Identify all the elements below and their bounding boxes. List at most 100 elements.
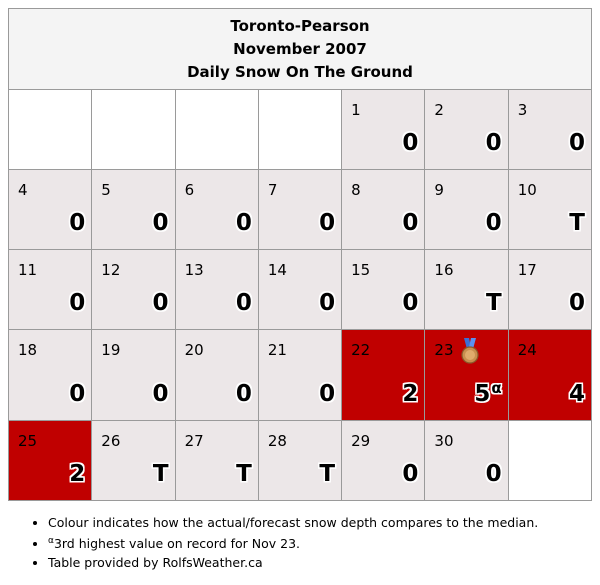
snow-depth-number: 0 bbox=[402, 461, 419, 487]
snow-depth-value: 0 bbox=[69, 210, 85, 236]
day-cell: 25 2 bbox=[7, 420, 93, 501]
day-number: 26 bbox=[101, 432, 121, 450]
day-cell: 27 T bbox=[174, 420, 259, 501]
day-cell: 26 T bbox=[91, 420, 176, 501]
note-credit: Table provided by RolfsWeather.ca bbox=[48, 553, 538, 572]
snow-depth-value: 0 bbox=[402, 461, 418, 487]
day-number: 19 bbox=[101, 341, 121, 359]
day-number: 9 bbox=[434, 181, 444, 199]
snow-depth-number: 0 bbox=[402, 210, 419, 236]
day-number: 29 bbox=[351, 432, 371, 450]
empty-day-cell bbox=[257, 89, 343, 170]
day-number: 28 bbox=[267, 432, 287, 450]
footnotes: Colour indicates how the actual/forecast… bbox=[28, 513, 538, 572]
day-number: 8 bbox=[351, 181, 361, 199]
day-cell: 21 0 bbox=[257, 329, 343, 421]
snow-depth-value: 0 bbox=[402, 290, 418, 316]
calendar-table: Toronto-Pearson November 2007 Daily Snow… bbox=[7, 8, 593, 501]
snow-depth-value: 0 bbox=[236, 210, 252, 236]
day-number: 10 bbox=[517, 181, 537, 199]
snow-depth-number: 0 bbox=[568, 130, 585, 156]
day-number: 3 bbox=[517, 101, 528, 119]
snow-depth-value: 0 bbox=[153, 210, 169, 236]
day-number: 13 bbox=[184, 261, 204, 279]
calendar-week: 4 0 5 0 6 0 7 0 8 0 9 0 10 T bbox=[7, 169, 593, 250]
calendar-week: 11 0 12 0 13 0 14 0 15 0 16 T 17 0 bbox=[7, 249, 593, 330]
snow-depth-value: 4 bbox=[569, 381, 585, 407]
snow-depth-value: 0 bbox=[486, 210, 502, 236]
snow-depth-number: 0 bbox=[319, 290, 336, 316]
day-number: 30 bbox=[434, 432, 454, 450]
snow-depth-value: 0 bbox=[236, 381, 252, 407]
empty-day-cell bbox=[7, 89, 93, 170]
snow-depth-value: 0 bbox=[402, 130, 418, 156]
snow-depth-number: 2 bbox=[402, 381, 419, 407]
day-number: 6 bbox=[184, 181, 195, 199]
day-number: 27 bbox=[184, 432, 204, 450]
footnote-mark: α bbox=[48, 536, 54, 546]
empty-day-cell bbox=[174, 89, 259, 170]
day-number: 11 bbox=[18, 261, 38, 279]
day-number: 17 bbox=[517, 261, 537, 279]
note-colour: Colour indicates how the actual/forecast… bbox=[48, 513, 538, 532]
calendar-header: Toronto-Pearson November 2007 Daily Snow… bbox=[8, 8, 592, 90]
day-number: 25 bbox=[18, 432, 38, 450]
day-cell: 19 0 bbox=[91, 329, 176, 421]
snow-depth-number: 0 bbox=[69, 290, 86, 316]
snow-depth-value: T bbox=[319, 461, 335, 487]
snow-depth-number: 0 bbox=[568, 290, 585, 316]
snow-depth-value: 0 bbox=[486, 130, 502, 156]
day-cell: 22 2 bbox=[341, 329, 426, 421]
snow-depth-value: 0 bbox=[153, 290, 169, 316]
snow-depth-number: 4 bbox=[568, 381, 585, 407]
snow-depth-value: T bbox=[486, 290, 502, 316]
day-number: 2 bbox=[434, 101, 444, 119]
snow-depth-value: T bbox=[569, 210, 585, 236]
empty-day-cell bbox=[507, 420, 593, 501]
snow-depth-value: 0 bbox=[319, 290, 335, 316]
snow-depth-number: T bbox=[485, 290, 502, 316]
snow-depth-value: 0 bbox=[402, 210, 418, 236]
footnote-text: 3rd highest value on record for Nov 23. bbox=[53, 536, 301, 551]
snow-depth-number: 5 bbox=[474, 381, 491, 407]
day-cell: 12 0 bbox=[91, 249, 176, 330]
note-footnote: α3rd highest value on record for Nov 23. bbox=[48, 532, 538, 553]
day-number: 22 bbox=[351, 341, 371, 359]
snow-depth-number: 0 bbox=[152, 290, 169, 316]
snow-depth-number: T bbox=[319, 461, 336, 487]
calendar-week: 18 0 19 0 20 0 21 0 22 2 23 5α 24 4 bbox=[7, 329, 593, 421]
snow-depth-number: 0 bbox=[69, 210, 86, 236]
snow-depth-number: 0 bbox=[235, 290, 252, 316]
snow-depth-number: 0 bbox=[152, 210, 169, 236]
day-cell: 13 0 bbox=[174, 249, 259, 330]
snow-depth-value: 0 bbox=[486, 461, 502, 487]
snow-depth-number: 0 bbox=[319, 381, 336, 407]
day-number: 5 bbox=[101, 181, 111, 199]
snow-depth-value: 0 bbox=[319, 381, 335, 407]
snow-depth-number: 0 bbox=[485, 210, 502, 236]
day-number: 7 bbox=[267, 181, 278, 199]
snow-depth-number: 2 bbox=[69, 461, 86, 487]
snow-depth-value: T bbox=[236, 461, 252, 487]
day-number: 23 bbox=[434, 341, 454, 359]
snow-depth-number: T bbox=[569, 210, 585, 236]
empty-day-cell bbox=[91, 89, 176, 170]
day-number: 20 bbox=[184, 341, 204, 359]
snow-depth-number: 0 bbox=[485, 130, 502, 156]
day-cell: 16 T bbox=[424, 249, 509, 330]
day-number: 16 bbox=[434, 261, 454, 279]
snow-depth-value: 2 bbox=[402, 381, 418, 407]
day-cell: 18 0 bbox=[7, 329, 93, 421]
snow-depth-value: 0 bbox=[69, 381, 85, 407]
day-number: 12 bbox=[101, 261, 121, 279]
day-cell: 23 5α bbox=[424, 329, 509, 421]
snow-depth-value: 0 bbox=[236, 290, 252, 316]
day-number: 21 bbox=[267, 341, 287, 359]
snow-depth-number: T bbox=[152, 461, 169, 487]
